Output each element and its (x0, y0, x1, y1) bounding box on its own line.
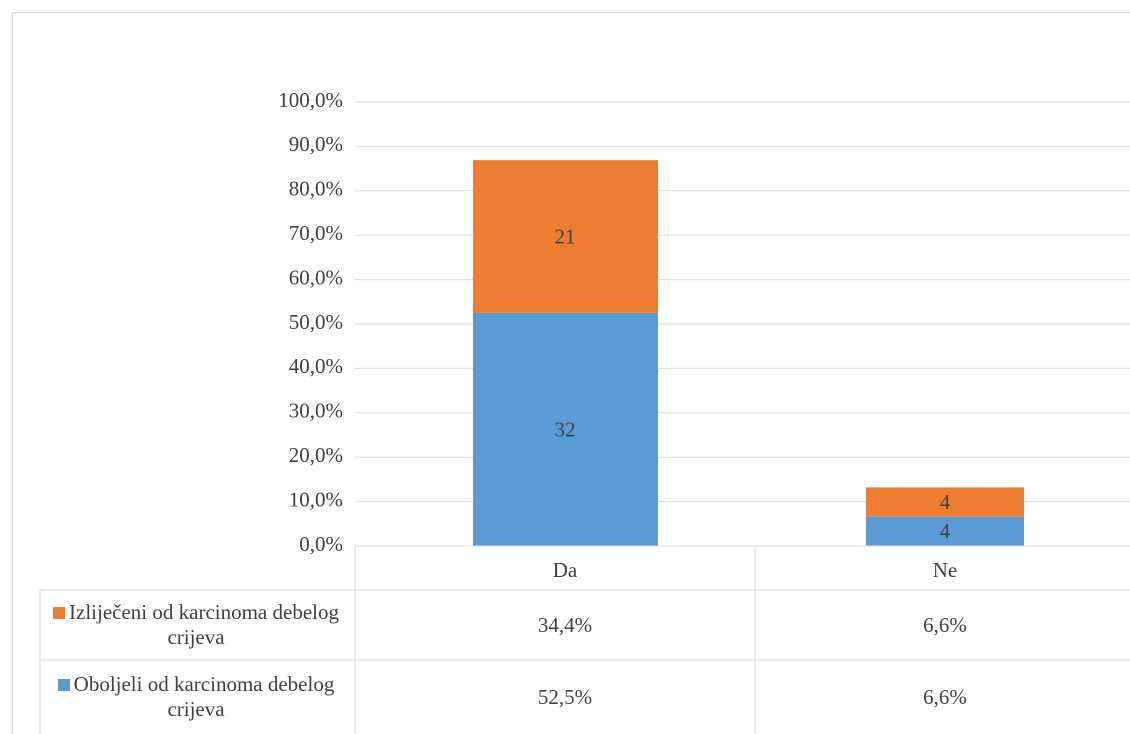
legend-cell: Oboljeli od karcinoma debelog crijeva (40, 672, 352, 722)
legend-entry: Oboljeli od karcinoma debelog crijeva (40, 660, 352, 734)
x-tick-label: Ne (933, 558, 958, 582)
bar-segment (473, 312, 658, 546)
legend-cell: Izliječeni od karcinoma debelog crijeva (40, 600, 352, 650)
legend-label: Izliječeni od karcinoma debelog crijeva (69, 600, 339, 649)
y-tick-label: 90,0% (289, 132, 343, 156)
y-tick-label: 70,0% (289, 221, 343, 245)
y-tick-label: 80,0% (289, 177, 343, 201)
table-value: 6,6% (923, 613, 967, 637)
y-tick-label: 10,0% (289, 487, 343, 511)
y-tick-label: 60,0% (289, 265, 343, 289)
table-value: 6,6% (923, 685, 967, 709)
legend-swatch (57, 679, 70, 691)
legend-swatch (53, 607, 66, 619)
y-tick-label: 40,0% (289, 354, 343, 378)
table-value: 52,5% (538, 685, 592, 709)
data-label: 21 (555, 224, 576, 248)
y-tick-label: 30,0% (289, 399, 343, 423)
data-label: 4 (940, 490, 951, 514)
y-tick-label: 20,0% (289, 443, 343, 467)
bar-segment (866, 487, 1024, 517)
y-tick-label: 0,0% (299, 532, 343, 556)
bar-segment (866, 516, 1024, 546)
legend-label: Oboljeli od karcinoma debelog crijeva (73, 672, 335, 721)
data-label: 4 (940, 519, 951, 543)
table-value: 34,4% (538, 613, 592, 637)
y-tick-label: 50,0% (289, 310, 343, 334)
bar-segment (473, 160, 658, 313)
y-tick-label: 100,0% (278, 88, 343, 112)
x-tick-label: Da (553, 558, 578, 582)
legend-entry: Izliječeni od karcinoma debelog crijeva (40, 590, 352, 660)
chart-frame (12, 12, 1130, 734)
data-label: 32 (555, 417, 576, 441)
